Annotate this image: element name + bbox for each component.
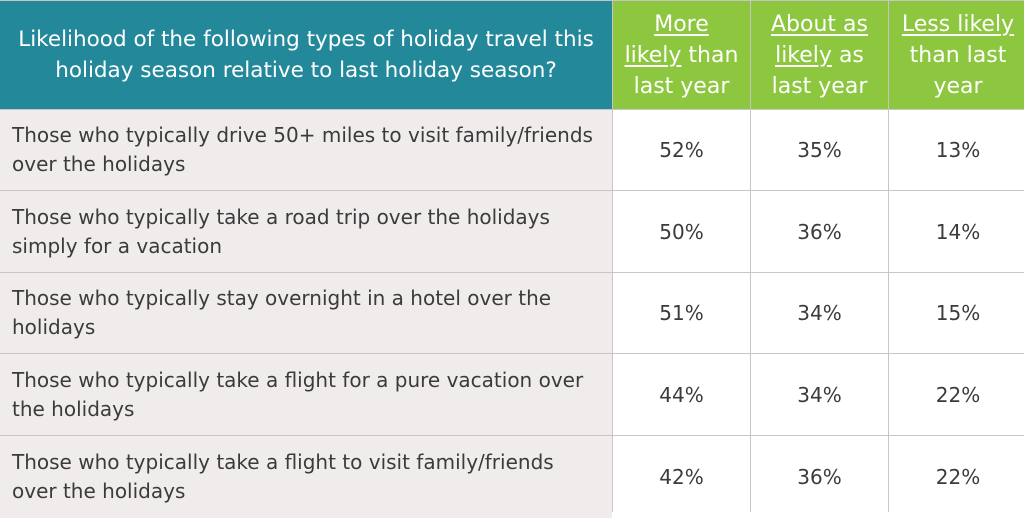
question-text: Likelihood of the following types of hol…	[18, 27, 594, 83]
column-header-about-as-likely-underlined: About as	[771, 11, 868, 37]
column-header-less-likely-rest: than last	[909, 42, 1007, 68]
value-cell-less-likely: 14%	[889, 191, 1024, 272]
column-header-more-likely-rest-2: last year	[633, 73, 730, 99]
value-cell-less-likely: 22%	[889, 354, 1024, 435]
column-header-about-as-likely-underlined-2: likely	[775, 42, 832, 68]
column-header-less-likely: Less likely than last year	[889, 1, 1024, 109]
column-header-about-as-likely-rest: as	[838, 42, 864, 68]
row-label: Those who typically stay overnight in a …	[0, 273, 612, 353]
column-header-less-likely-text: Less likely than last year	[902, 9, 1014, 102]
value-cell-about-as-likely: 35%	[751, 110, 888, 190]
value-cell-less-likely: 22%	[889, 436, 1024, 518]
value-cell-about-as-likely: 34%	[751, 273, 888, 353]
column-header-more-likely-underlined: More	[654, 11, 709, 37]
row-label: Those who typically take a flight for a …	[0, 354, 612, 435]
row-label: Those who typically drive 50+ miles to v…	[0, 110, 612, 190]
value-cell-about-as-likely: 34%	[751, 354, 888, 435]
column-header-more-likely: More likely than last year	[613, 1, 750, 109]
column-header-less-likely-rest-2: year	[933, 73, 983, 99]
table-question-header: Likelihood of the following types of hol…	[0, 1, 612, 109]
column-header-about-as-likely-rest-2: last year	[771, 73, 868, 99]
value-cell-about-as-likely: 36%	[751, 436, 888, 518]
column-header-about-as-likely: About as likely as last year	[751, 1, 888, 109]
row-label: Those who typically take a flight to vis…	[0, 436, 612, 518]
column-header-more-likely-rest: than	[688, 42, 739, 68]
row-label: Those who typically take a road trip ove…	[0, 191, 612, 272]
value-cell-more-likely: 44%	[613, 354, 750, 435]
column-header-more-likely-text: More likely than last year	[625, 9, 739, 102]
value-cell-more-likely: 42%	[613, 436, 750, 518]
value-cell-less-likely: 13%	[889, 110, 1024, 190]
value-cell-about-as-likely: 36%	[751, 191, 888, 272]
value-cell-more-likely: 50%	[613, 191, 750, 272]
column-header-about-as-likely-text: About as likely as last year	[771, 9, 868, 102]
value-cell-less-likely: 15%	[889, 273, 1024, 353]
value-cell-more-likely: 52%	[613, 110, 750, 190]
column-header-more-likely-underlined-2: likely	[624, 42, 682, 68]
column-header-less-likely-underlined: Less likely	[901, 11, 1015, 37]
value-cell-more-likely: 51%	[613, 273, 750, 353]
